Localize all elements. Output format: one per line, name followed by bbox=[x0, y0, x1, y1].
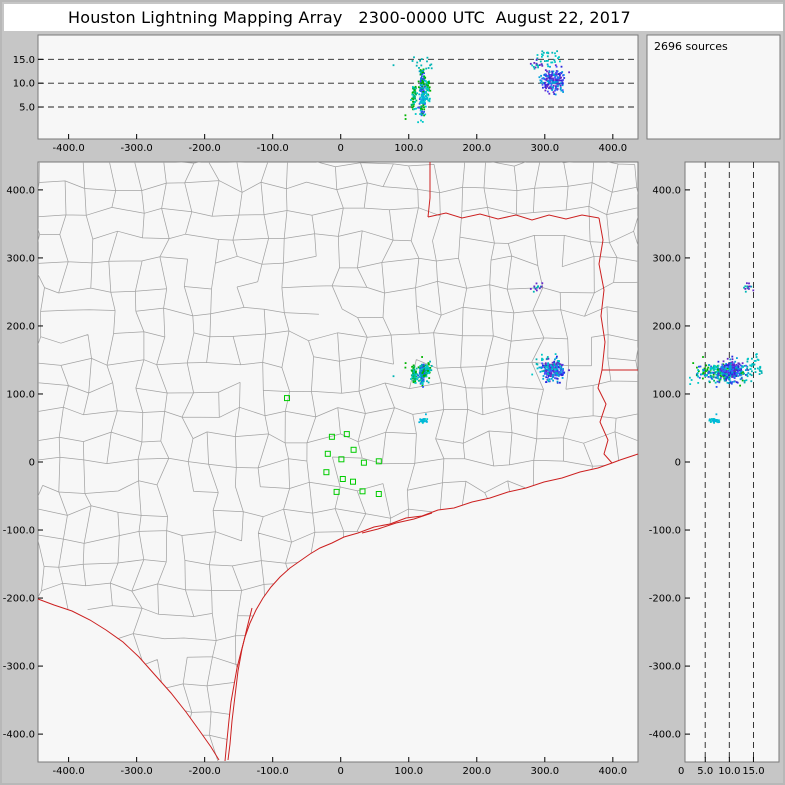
tick-label: -300.0 bbox=[3, 662, 35, 673]
tick-label: -300.0 bbox=[649, 662, 681, 673]
lma-station-marker bbox=[339, 476, 346, 482]
tick-label: 100.0 bbox=[394, 143, 423, 154]
tick-label: -100.0 bbox=[649, 526, 681, 537]
tick-label: 200.0 bbox=[652, 321, 681, 332]
lma-station-markers bbox=[284, 395, 382, 497]
tick-label: 10.0 bbox=[718, 766, 740, 777]
tick-label: 0 bbox=[675, 458, 681, 469]
sources-box bbox=[646, 34, 781, 140]
tick-label: 300.0 bbox=[6, 253, 35, 264]
tick-label: 400.0 bbox=[652, 185, 681, 196]
lma-station-marker bbox=[360, 459, 367, 466]
tick-label: -200.0 bbox=[189, 766, 221, 777]
barrier-island-mid bbox=[361, 512, 433, 534]
tick-label: -300.0 bbox=[121, 143, 153, 154]
ns-alt-sources bbox=[689, 282, 763, 424]
tick-label: 15.0 bbox=[13, 55, 35, 66]
tick-label: 300.0 bbox=[530, 766, 559, 777]
tick-label: 300.0 bbox=[530, 143, 559, 154]
lma-station-marker bbox=[338, 456, 345, 463]
tick-label: 10.0 bbox=[13, 79, 35, 90]
tick-label: 400.0 bbox=[6, 185, 35, 196]
tick-label: 200.0 bbox=[462, 143, 491, 154]
tick-label: 300.0 bbox=[652, 253, 681, 264]
map-sources bbox=[392, 282, 570, 424]
tick-label: 5.0 bbox=[697, 766, 713, 777]
rio-grande-border bbox=[37, 598, 220, 761]
tick-label: -100.0 bbox=[257, 143, 289, 154]
lma-station-marker bbox=[328, 433, 335, 440]
tick-label: -400.0 bbox=[3, 730, 35, 741]
lma-station-marker bbox=[350, 478, 356, 485]
tick-label: 400.0 bbox=[599, 143, 628, 154]
tick-label: -400.0 bbox=[52, 143, 84, 154]
ns-alt-panel[interactable] bbox=[684, 161, 780, 763]
lma-station-marker bbox=[324, 450, 331, 457]
state-border-ok-ar bbox=[427, 162, 431, 218]
tick-label: 0 bbox=[678, 766, 684, 777]
tick-label: 0 bbox=[338, 766, 344, 777]
tick-label: 15.0 bbox=[742, 766, 764, 777]
tick-label: -400.0 bbox=[649, 730, 681, 741]
lma-station-marker bbox=[343, 431, 350, 438]
ew-alt-panel[interactable] bbox=[37, 34, 639, 140]
lma-station-marker bbox=[350, 446, 357, 453]
map-panel[interactable] bbox=[37, 161, 639, 763]
tick-label: 0 bbox=[29, 458, 35, 469]
tick-label: -100.0 bbox=[257, 766, 289, 777]
barrier-island-south bbox=[227, 607, 253, 761]
tick-label: -200.0 bbox=[649, 594, 681, 605]
title-bar: Houston Lightning Mapping Array 2300-000… bbox=[4, 4, 783, 31]
tick-label: 0 bbox=[338, 143, 344, 154]
tick-label: -200.0 bbox=[189, 143, 221, 154]
tick-label: -300.0 bbox=[121, 766, 153, 777]
tick-label: 100.0 bbox=[394, 766, 423, 777]
sources-count-label: 2696 sources bbox=[654, 40, 728, 53]
lma-station-marker bbox=[333, 488, 340, 495]
lma-station-marker bbox=[323, 469, 330, 476]
tick-label: 200.0 bbox=[462, 766, 491, 777]
state-border-red-river bbox=[427, 212, 600, 221]
lma-station-marker bbox=[284, 395, 290, 402]
tick-label: 5.0 bbox=[19, 103, 35, 114]
ew-alt-sources bbox=[392, 50, 570, 124]
state-border-tx-ar bbox=[598, 217, 606, 371]
tick-label: -400.0 bbox=[52, 766, 84, 777]
tick-label: 100.0 bbox=[652, 389, 681, 400]
tick-label: -100.0 bbox=[3, 526, 35, 537]
tick-label: 400.0 bbox=[599, 766, 628, 777]
lma-station-marker bbox=[359, 488, 366, 495]
tick-label: -200.0 bbox=[3, 594, 35, 605]
lma-station-marker bbox=[375, 491, 382, 497]
state-border-sabine bbox=[597, 369, 613, 464]
tick-label: 100.0 bbox=[6, 389, 35, 400]
page-title: Houston Lightning Mapping Array 2300-000… bbox=[68, 8, 631, 27]
tick-label: 200.0 bbox=[6, 321, 35, 332]
lma-station-marker bbox=[375, 458, 382, 465]
